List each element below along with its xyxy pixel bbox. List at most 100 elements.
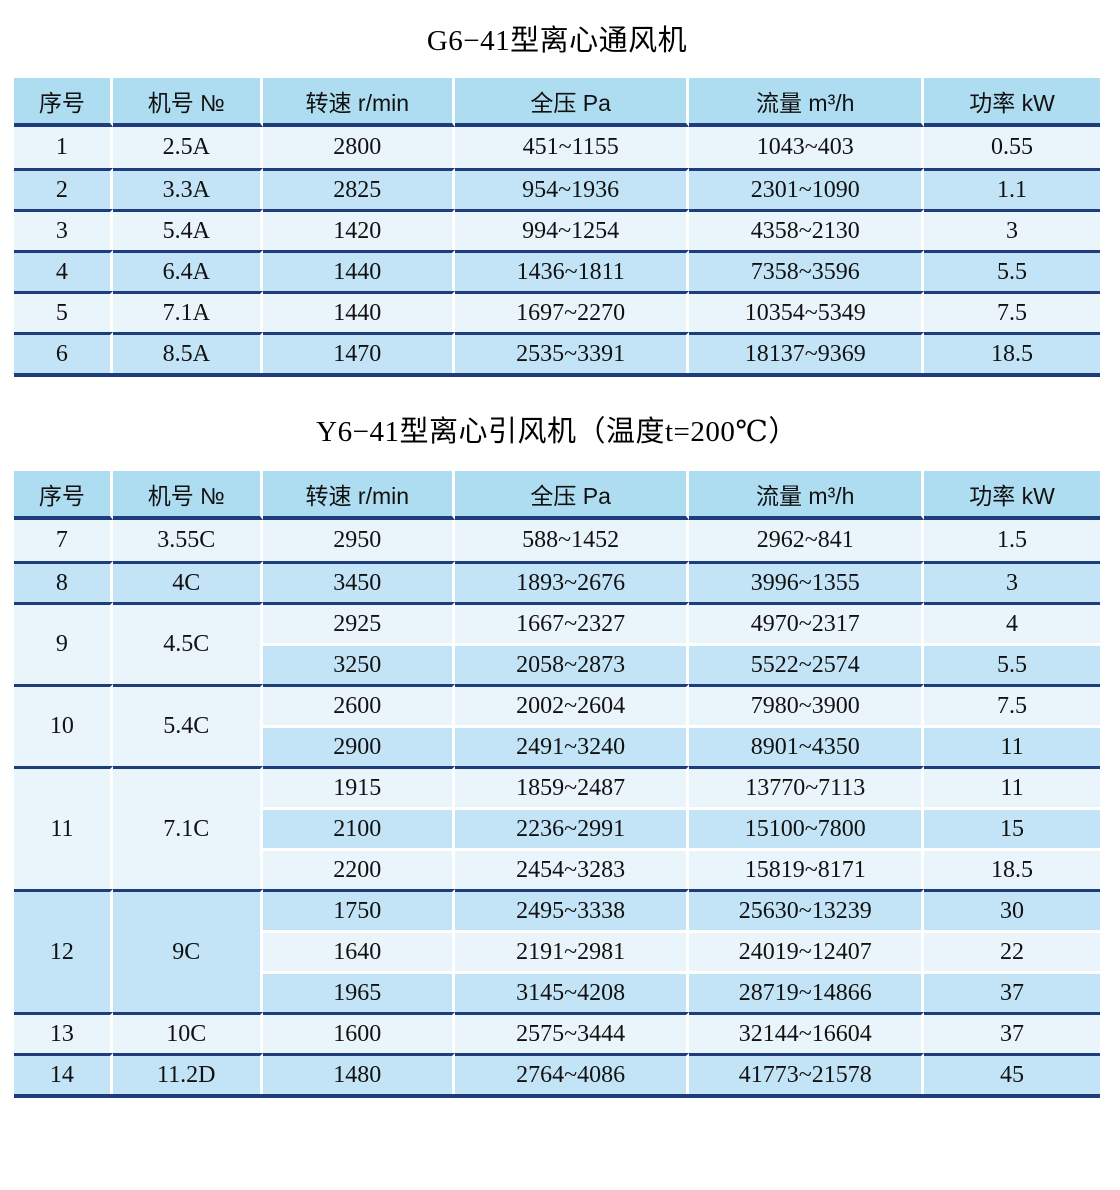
speed-cell: 1750 bbox=[262, 889, 455, 930]
table-row: 2 3.3A 2825 954~1936 2301~1090 1.1 bbox=[14, 168, 1100, 209]
pressure-cell: 2058~2873 bbox=[454, 643, 690, 684]
flow-cell: 1043~403 bbox=[689, 127, 925, 168]
model-cell: 6.4A bbox=[112, 250, 263, 291]
power-cell: 3 bbox=[924, 561, 1100, 602]
header-row: 序号 机号 № 转速 r/min 全压 Pa 流量 m³/h 功率 kW bbox=[14, 78, 1100, 127]
flow-cell: 2962~841 bbox=[689, 520, 925, 561]
column-header-pressure: 全压 Pa bbox=[454, 78, 690, 127]
table-row: 1640 2191~2981 24019~12407 22 bbox=[14, 930, 1100, 971]
table-row: 1 2.5A 2800 451~1155 1043~403 0.55 bbox=[14, 127, 1100, 168]
y6-table-title: Y6−41型离心引风机（温度t=200℃） bbox=[316, 416, 798, 448]
y6-table-header: 序号 机号 № 转速 r/min 全压 Pa 流量 m³/h 功率 kW bbox=[14, 471, 1100, 520]
speed-cell: 2825 bbox=[262, 168, 455, 209]
power-cell: 18.5 bbox=[924, 848, 1100, 889]
power-cell: 11 bbox=[924, 766, 1100, 807]
seq-cell: 10 bbox=[14, 684, 113, 766]
table-row: 10 5.4C 2600 2002~2604 7980~3900 7.5 bbox=[14, 684, 1100, 766]
pressure-cell: 994~1254 bbox=[454, 209, 690, 250]
flow-cell: 3996~1355 bbox=[689, 561, 925, 602]
speed-cell: 2200 bbox=[262, 848, 455, 889]
column-header-flow: 流量 m³/h bbox=[689, 78, 925, 127]
column-header-speed: 转速 r/min bbox=[262, 471, 455, 520]
g6-table-title: G6−41型离心通风机 bbox=[426, 25, 688, 57]
seq-cell: 14 bbox=[14, 1053, 113, 1094]
model-cell: 3.55C bbox=[112, 520, 263, 561]
pressure-cell: 1859~2487 bbox=[454, 766, 690, 807]
flow-cell: 2301~1090 bbox=[689, 168, 925, 209]
power-cell: 45 bbox=[924, 1053, 1100, 1094]
table-row: 8 4C 3450 1893~2676 3996~1355 3 bbox=[14, 561, 1100, 602]
table-row: 4 6.4A 1440 1436~1811 7358~3596 5.5 bbox=[14, 250, 1100, 291]
speed-cell: 1965 bbox=[262, 971, 455, 1012]
speed-cell: 1600 bbox=[262, 1012, 455, 1053]
model-cell: 7.1C bbox=[112, 766, 263, 889]
pressure-cell: 2191~2981 bbox=[454, 930, 690, 971]
power-cell: 1.1 bbox=[924, 168, 1100, 209]
speed-cell: 2925 bbox=[262, 602, 455, 643]
power-cell: 30 bbox=[924, 889, 1100, 930]
power-cell: 5.5 bbox=[924, 643, 1100, 684]
header-row: 序号 机号 № 转速 r/min 全压 Pa 流量 m³/h 功率 kW bbox=[14, 471, 1100, 520]
flow-cell: 7358~3596 bbox=[689, 250, 925, 291]
table-row: 13 10C 1600 2575~3444 32144~16604 37 bbox=[14, 1012, 1100, 1053]
pressure-cell: 2764~4086 bbox=[454, 1053, 690, 1094]
pressure-cell: 451~1155 bbox=[454, 127, 690, 168]
model-cell: 11.2D bbox=[112, 1053, 263, 1094]
model-cell: 8.5A bbox=[112, 332, 263, 373]
power-cell: 1.5 bbox=[924, 520, 1100, 561]
speed-cell: 1440 bbox=[262, 291, 455, 332]
pressure-cell: 1893~2676 bbox=[454, 561, 690, 602]
column-header-flow: 流量 m³/h bbox=[689, 471, 925, 520]
flow-cell: 15100~7800 bbox=[689, 807, 925, 848]
pressure-cell: 2236~2991 bbox=[454, 807, 690, 848]
flow-cell: 25630~13239 bbox=[689, 889, 925, 930]
power-cell: 4 bbox=[924, 602, 1100, 643]
table-row: 6 8.5A 1470 2535~3391 18137~9369 18.5 bbox=[14, 332, 1100, 373]
table-row: 12 9C 1750 2495~3338 25630~13239 30 bbox=[14, 889, 1100, 1012]
flow-cell: 15819~8171 bbox=[689, 848, 925, 889]
power-cell: 7.5 bbox=[924, 684, 1100, 725]
speed-cell: 3250 bbox=[262, 643, 455, 684]
flow-cell: 18137~9369 bbox=[689, 332, 925, 373]
seq-cell: 13 bbox=[14, 1012, 113, 1053]
flow-cell: 4358~2130 bbox=[689, 209, 925, 250]
speed-cell: 1480 bbox=[262, 1053, 455, 1094]
power-cell: 37 bbox=[924, 1012, 1100, 1053]
g6-table-header: 序号 机号 № 转速 r/min 全压 Pa 流量 m³/h 功率 kW bbox=[14, 78, 1100, 127]
column-header-speed: 转速 r/min bbox=[262, 78, 455, 127]
column-header-model: 机号 № bbox=[112, 78, 263, 127]
model-cell: 10C bbox=[112, 1012, 263, 1053]
speed-cell: 2100 bbox=[262, 807, 455, 848]
speed-cell: 1470 bbox=[262, 332, 455, 373]
column-header-power: 功率 kW bbox=[924, 471, 1100, 520]
table-row: 11 7.1C 1915 1859~2487 13770~7113 11 bbox=[14, 766, 1100, 889]
flow-cell: 13770~7113 bbox=[689, 766, 925, 807]
pressure-cell: 2495~3338 bbox=[454, 889, 690, 930]
model-cell: 5.4A bbox=[112, 209, 263, 250]
pressure-cell: 2535~3391 bbox=[454, 332, 690, 373]
g6-table-body: 1 2.5A 2800 451~1155 1043~403 0.55 2 3.3A 2825 95… bbox=[14, 127, 1100, 373]
flow-cell: 7980~3900 bbox=[689, 684, 925, 725]
table-row: 2100 2236~2991 15100~7800 15 bbox=[14, 807, 1100, 848]
flow-cell: 28719~14866 bbox=[689, 971, 925, 1012]
column-header-pressure: 全压 Pa bbox=[454, 471, 690, 520]
power-cell: 22 bbox=[924, 930, 1100, 971]
pressure-cell: 1667~2327 bbox=[454, 602, 690, 643]
pressure-cell: 2002~2604 bbox=[454, 684, 690, 725]
g6-fan-table-section: G6−41型离心通风机 序号 机号 № 转速 r/min 全压 Pa 流量 m³/h 功率… bbox=[14, 24, 1100, 377]
seq-cell: 11 bbox=[14, 766, 113, 889]
speed-cell: 3450 bbox=[262, 561, 455, 602]
pressure-cell: 2491~3240 bbox=[454, 725, 690, 766]
model-cell: 9C bbox=[112, 889, 263, 1012]
pressure-cell: 588~1452 bbox=[454, 520, 690, 561]
pressure-cell: 2454~3283 bbox=[454, 848, 690, 889]
pressure-cell: 954~1936 bbox=[454, 168, 690, 209]
table-row: 7 3.55C 2950 588~1452 2962~841 1.5 bbox=[14, 520, 1100, 561]
pressure-cell: 2575~3444 bbox=[454, 1012, 690, 1053]
model-cell: 5.4C bbox=[112, 684, 263, 766]
seq-cell: 2 bbox=[14, 168, 113, 209]
flow-cell: 41773~21578 bbox=[689, 1053, 925, 1094]
table-row: 3 5.4A 1420 994~1254 4358~2130 3 bbox=[14, 209, 1100, 250]
g6-fan-table: 序号 机号 № 转速 r/min 全压 Pa 流量 m³/h 功率 kW 1 2.5A 280… bbox=[14, 78, 1100, 377]
flow-cell: 10354~5349 bbox=[689, 291, 925, 332]
